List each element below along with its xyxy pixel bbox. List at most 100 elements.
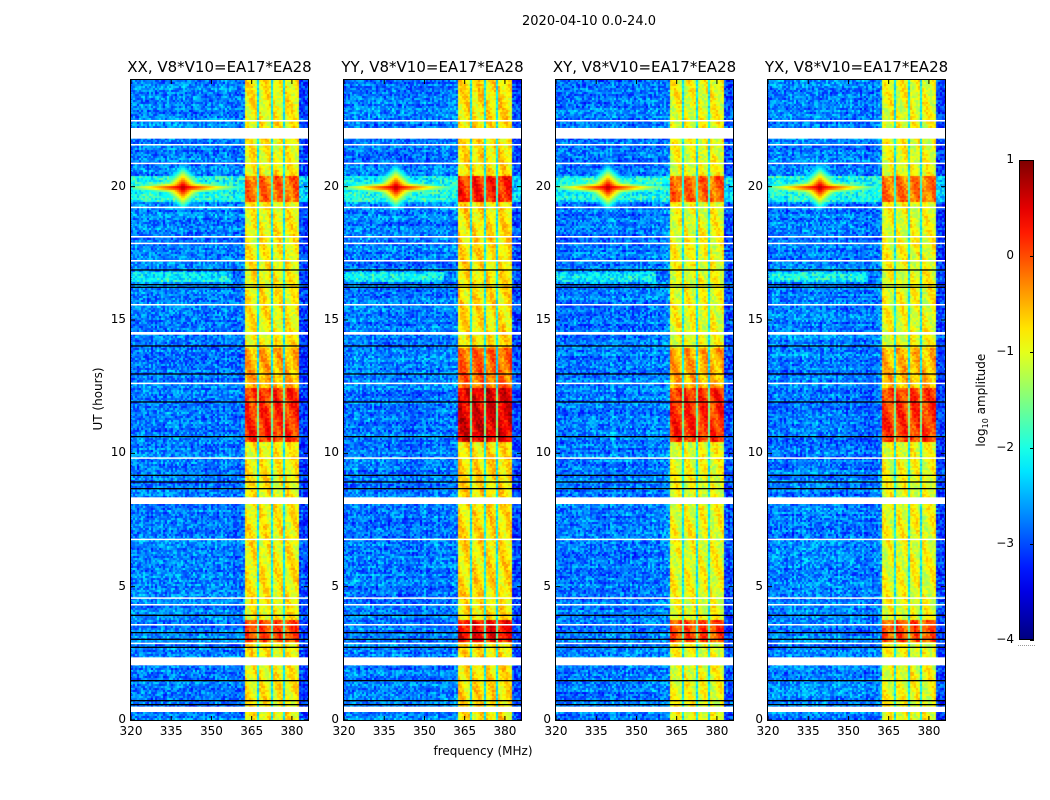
flagged-row	[131, 144, 308, 146]
dark-row	[131, 269, 308, 271]
flagged-row	[768, 624, 945, 626]
x-tick-label: 320	[544, 724, 568, 738]
dark-row	[344, 700, 521, 702]
flagged-row	[131, 597, 308, 599]
axes-overlay	[343, 80, 521, 721]
colorbar-tick-label: −3	[996, 536, 1014, 550]
dark-row	[768, 638, 945, 640]
flagged-row	[556, 144, 733, 146]
y-tick-label: 0	[755, 712, 763, 726]
dark-row	[131, 401, 308, 403]
dark-row	[556, 436, 733, 438]
flagged-row	[556, 604, 733, 606]
flagged-row	[556, 162, 733, 165]
y-axis-label: UT (hours)	[91, 367, 105, 431]
flagged-row	[344, 128, 521, 139]
x-tick-label: 335	[796, 724, 820, 738]
y-tick-label: 20	[323, 178, 339, 193]
y-tick-label: 10	[747, 445, 763, 460]
dark-row	[131, 638, 308, 640]
dark-row	[344, 646, 521, 648]
flagged-row	[131, 382, 308, 385]
dark-row	[131, 680, 308, 682]
y-tick-label: 20	[747, 178, 763, 193]
flagged-row	[768, 144, 945, 146]
flagged-row	[131, 604, 308, 606]
flagged-row	[131, 642, 308, 645]
dark-row	[344, 286, 521, 288]
dark-row	[344, 373, 521, 375]
y-tick-label: 20	[535, 178, 551, 193]
waterfall-axes	[130, 79, 309, 721]
dark-row	[131, 345, 308, 347]
flagged-row	[344, 162, 521, 165]
colorbar-tick-label: 0	[1006, 248, 1014, 262]
flagged-row	[344, 304, 521, 306]
flagged-row	[768, 657, 945, 666]
flagged-row	[344, 120, 521, 122]
flagged-row	[768, 497, 945, 504]
x-tick-label: 380	[705, 724, 729, 738]
dark-row	[344, 704, 521, 706]
flagged-row	[131, 236, 308, 238]
x-tick-label: 335	[372, 724, 396, 738]
dark-row	[344, 269, 521, 271]
panel-title: XX, V8*V10=EA17*EA28	[127, 58, 312, 76]
y-tick-label: 10	[323, 445, 339, 460]
flagged-row	[344, 332, 521, 335]
flagged-row	[344, 538, 521, 541]
flagged-row	[556, 236, 733, 238]
dark-row	[768, 481, 945, 483]
flagged-row	[556, 128, 733, 139]
colorbar-tick-mark	[1030, 448, 1034, 449]
y-tick-label: 5	[543, 578, 551, 593]
flagged-row	[344, 236, 521, 238]
dark-row	[768, 700, 945, 702]
flagged-row	[768, 332, 945, 335]
flagged-row	[131, 497, 308, 504]
flagged-row	[131, 657, 308, 666]
flagged-row	[344, 706, 521, 712]
flagged-row	[556, 457, 733, 459]
x-tick-label: 335	[159, 724, 183, 738]
y-tick-label: 5	[331, 578, 339, 593]
colorbar-tick-label: −4	[996, 632, 1014, 646]
flagged-row	[131, 332, 308, 335]
axes-overlay	[767, 80, 945, 721]
dark-row	[131, 700, 308, 702]
dark-row	[556, 373, 733, 375]
flagged-row	[131, 242, 308, 245]
waterfall-axes	[767, 79, 946, 721]
figure-title: 2020-04-10 0.0-24.0	[522, 14, 656, 29]
y-tick-label: 0	[118, 712, 126, 726]
y-tick-label: 0	[331, 712, 339, 726]
dark-row	[344, 481, 521, 483]
dark-row	[768, 345, 945, 347]
y-tick-label: 5	[755, 578, 763, 593]
dark-row	[556, 700, 733, 702]
dark-row	[556, 345, 733, 347]
y-tick-label: 0	[543, 712, 551, 726]
x-tick-label: 335	[584, 724, 608, 738]
dark-row	[131, 481, 308, 483]
flagged-row	[131, 128, 308, 139]
flagged-row	[556, 260, 733, 262]
flagged-row	[768, 538, 945, 541]
y-tick-label: 15	[535, 312, 551, 326]
flagged-row	[344, 597, 521, 599]
dark-row	[131, 436, 308, 438]
y-tick-label: 10	[110, 445, 126, 460]
dark-row	[556, 632, 733, 634]
flagged-row	[131, 120, 308, 122]
dark-row	[768, 373, 945, 375]
flagged-row	[768, 162, 945, 165]
dark-row	[344, 680, 521, 682]
flagged-row	[556, 382, 733, 385]
dark-row	[131, 286, 308, 288]
dark-row	[131, 632, 308, 634]
flagged-row	[556, 624, 733, 626]
colorbar-label-suffix: amplitude	[973, 353, 988, 419]
flagged-row	[344, 144, 521, 146]
flagged-row	[768, 604, 945, 606]
flagged-row	[131, 624, 308, 626]
